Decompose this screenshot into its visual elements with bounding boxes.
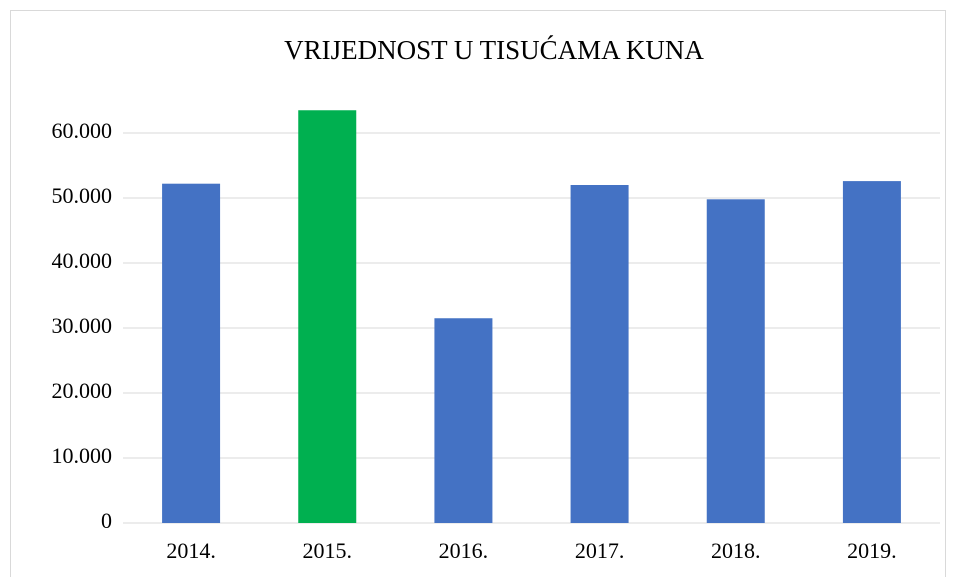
x-tick-label: 2015. xyxy=(303,538,353,563)
y-tick-label: 10.000 xyxy=(52,443,113,468)
bar xyxy=(570,185,629,523)
x-tick-label: 2019. xyxy=(847,538,897,563)
y-tick-label: 50.000 xyxy=(52,183,113,208)
x-tick-label: 2017. xyxy=(575,538,625,563)
y-tick-label: 30.000 xyxy=(52,313,113,338)
bar xyxy=(434,318,493,523)
y-tick-label: 60.000 xyxy=(52,118,113,143)
bar xyxy=(706,199,765,524)
bar xyxy=(842,181,901,523)
bar xyxy=(162,183,221,523)
chart-title: VRIJEDNOST U TISUĆAMA KUNA xyxy=(284,35,704,65)
y-tick-label: 0 xyxy=(101,508,112,533)
y-tick-label: 40.000 xyxy=(52,248,113,273)
x-tick-label: 2016. xyxy=(439,538,489,563)
bar xyxy=(298,110,357,523)
x-tick-label: 2018. xyxy=(711,538,761,563)
y-tick-label: 20.000 xyxy=(52,378,113,403)
x-tick-label: 2014. xyxy=(166,538,216,563)
